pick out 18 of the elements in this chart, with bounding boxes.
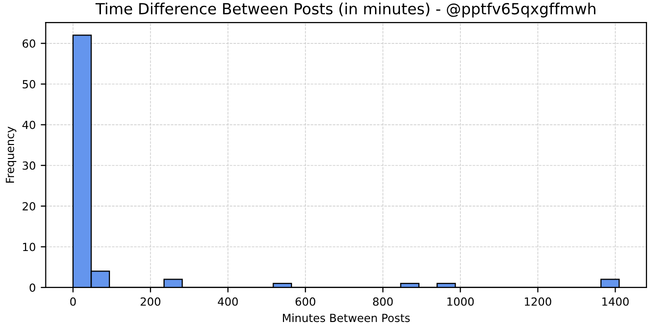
x-tick-label: 800 xyxy=(373,297,393,306)
y-axis-title: Frequency xyxy=(6,126,16,183)
y-tick-label: 0 xyxy=(30,283,36,292)
x-tick-label: 1000 xyxy=(447,297,474,306)
y-tick-label: 40 xyxy=(22,120,36,130)
x-tick-label: 0 xyxy=(70,297,76,306)
y-tick-label: 30 xyxy=(22,161,36,170)
y-tick-label: 50 xyxy=(22,80,36,88)
y-tick-label: 10 xyxy=(23,242,36,252)
y-tick-label: 60 xyxy=(22,39,36,48)
x-axis-title: Minutes Between Posts xyxy=(282,314,410,322)
x-tick-label: 600 xyxy=(296,297,316,306)
y-tick-label: 20 xyxy=(22,202,36,210)
x-tick-label: 200 xyxy=(140,297,160,306)
x-tick-label: 400 xyxy=(218,297,238,306)
chart-title: Time Difference Between Posts (in minutes) - @pptfv65qxgffmwh xyxy=(95,2,596,18)
x-tick-label: 1200 xyxy=(524,297,552,306)
x-tick-label: 1400 xyxy=(602,297,629,306)
